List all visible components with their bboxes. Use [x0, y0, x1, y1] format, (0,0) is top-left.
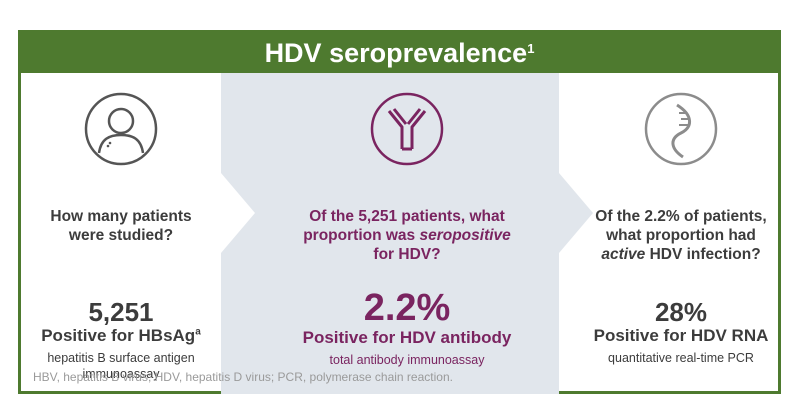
column-patients: How many patients were studied? 5,251 Po…	[21, 73, 221, 381]
middle-panel	[221, 73, 559, 394]
label-hbsag: Positive for HBsAga	[21, 326, 221, 346]
question-1: How many patients were studied?	[21, 207, 221, 245]
question-2-line-2: proportion was	[303, 227, 420, 244]
page-title: HDV seroprevalence	[264, 38, 528, 68]
antibody-icon	[370, 92, 444, 166]
desc-antibody: total antibody immunoassay	[329, 353, 485, 367]
label-hbsag-text: Positive for HBsAg	[41, 326, 196, 345]
right-chevron	[559, 173, 593, 253]
desc-hbsag: hepatitis B surface antigen immunoassay	[21, 350, 221, 382]
question-3-line-2: what proportion had	[606, 227, 756, 244]
value-rna: 28%	[654, 297, 708, 327]
desc-rna: quantitative real-time PCR	[608, 351, 754, 365]
rna-strand-icon	[644, 92, 718, 166]
label-hbsag-sup: a	[195, 326, 201, 338]
question-1-line-1: How many patients	[50, 208, 192, 225]
question-2-emphasis: seropositive	[419, 227, 511, 244]
title-bar: HDV seroprevalence1	[21, 33, 778, 73]
value-antibody: 2.2%	[363, 287, 451, 329]
desc-hbsag-line-1: hepatitis B surface antigen	[47, 351, 195, 365]
question-2-line-1: Of the 5,251 patients, what	[309, 208, 505, 225]
question-3-line-3: HDV infection?	[645, 246, 761, 263]
desc-hbsag-line-2: immunoassay	[82, 367, 160, 381]
title-reference: 1	[527, 41, 535, 56]
question-2-line-3: for HDV?	[373, 246, 441, 263]
left-chevron	[221, 173, 255, 253]
footnote: HBV, hepatitis B virus; HDV, hepatitis D…	[33, 370, 453, 384]
column-rna: Of the 2.2% of patients, what proportion…	[581, 73, 781, 373]
column-antibody: Of the 5,251 patients, what proportion w…	[257, 73, 557, 373]
question-1-line-2: were studied?	[68, 227, 174, 244]
value-patients: 5,251	[88, 297, 154, 327]
label-rna: Positive for HDV RNA	[593, 326, 769, 345]
label-antibody: Positive for HDV antibody	[302, 328, 512, 347]
question-3-line-1: Of the 2.2% of patients,	[595, 208, 767, 225]
question-3: Of the 2.2% of patients, what proportion…	[581, 207, 781, 264]
infographic-frame: HDV seroprevalence1 How many patients we…	[18, 30, 781, 394]
question-2: Of the 5,251 patients, what proportion w…	[257, 207, 557, 264]
person-icon	[84, 92, 158, 166]
question-3-emphasis: active	[601, 246, 646, 263]
